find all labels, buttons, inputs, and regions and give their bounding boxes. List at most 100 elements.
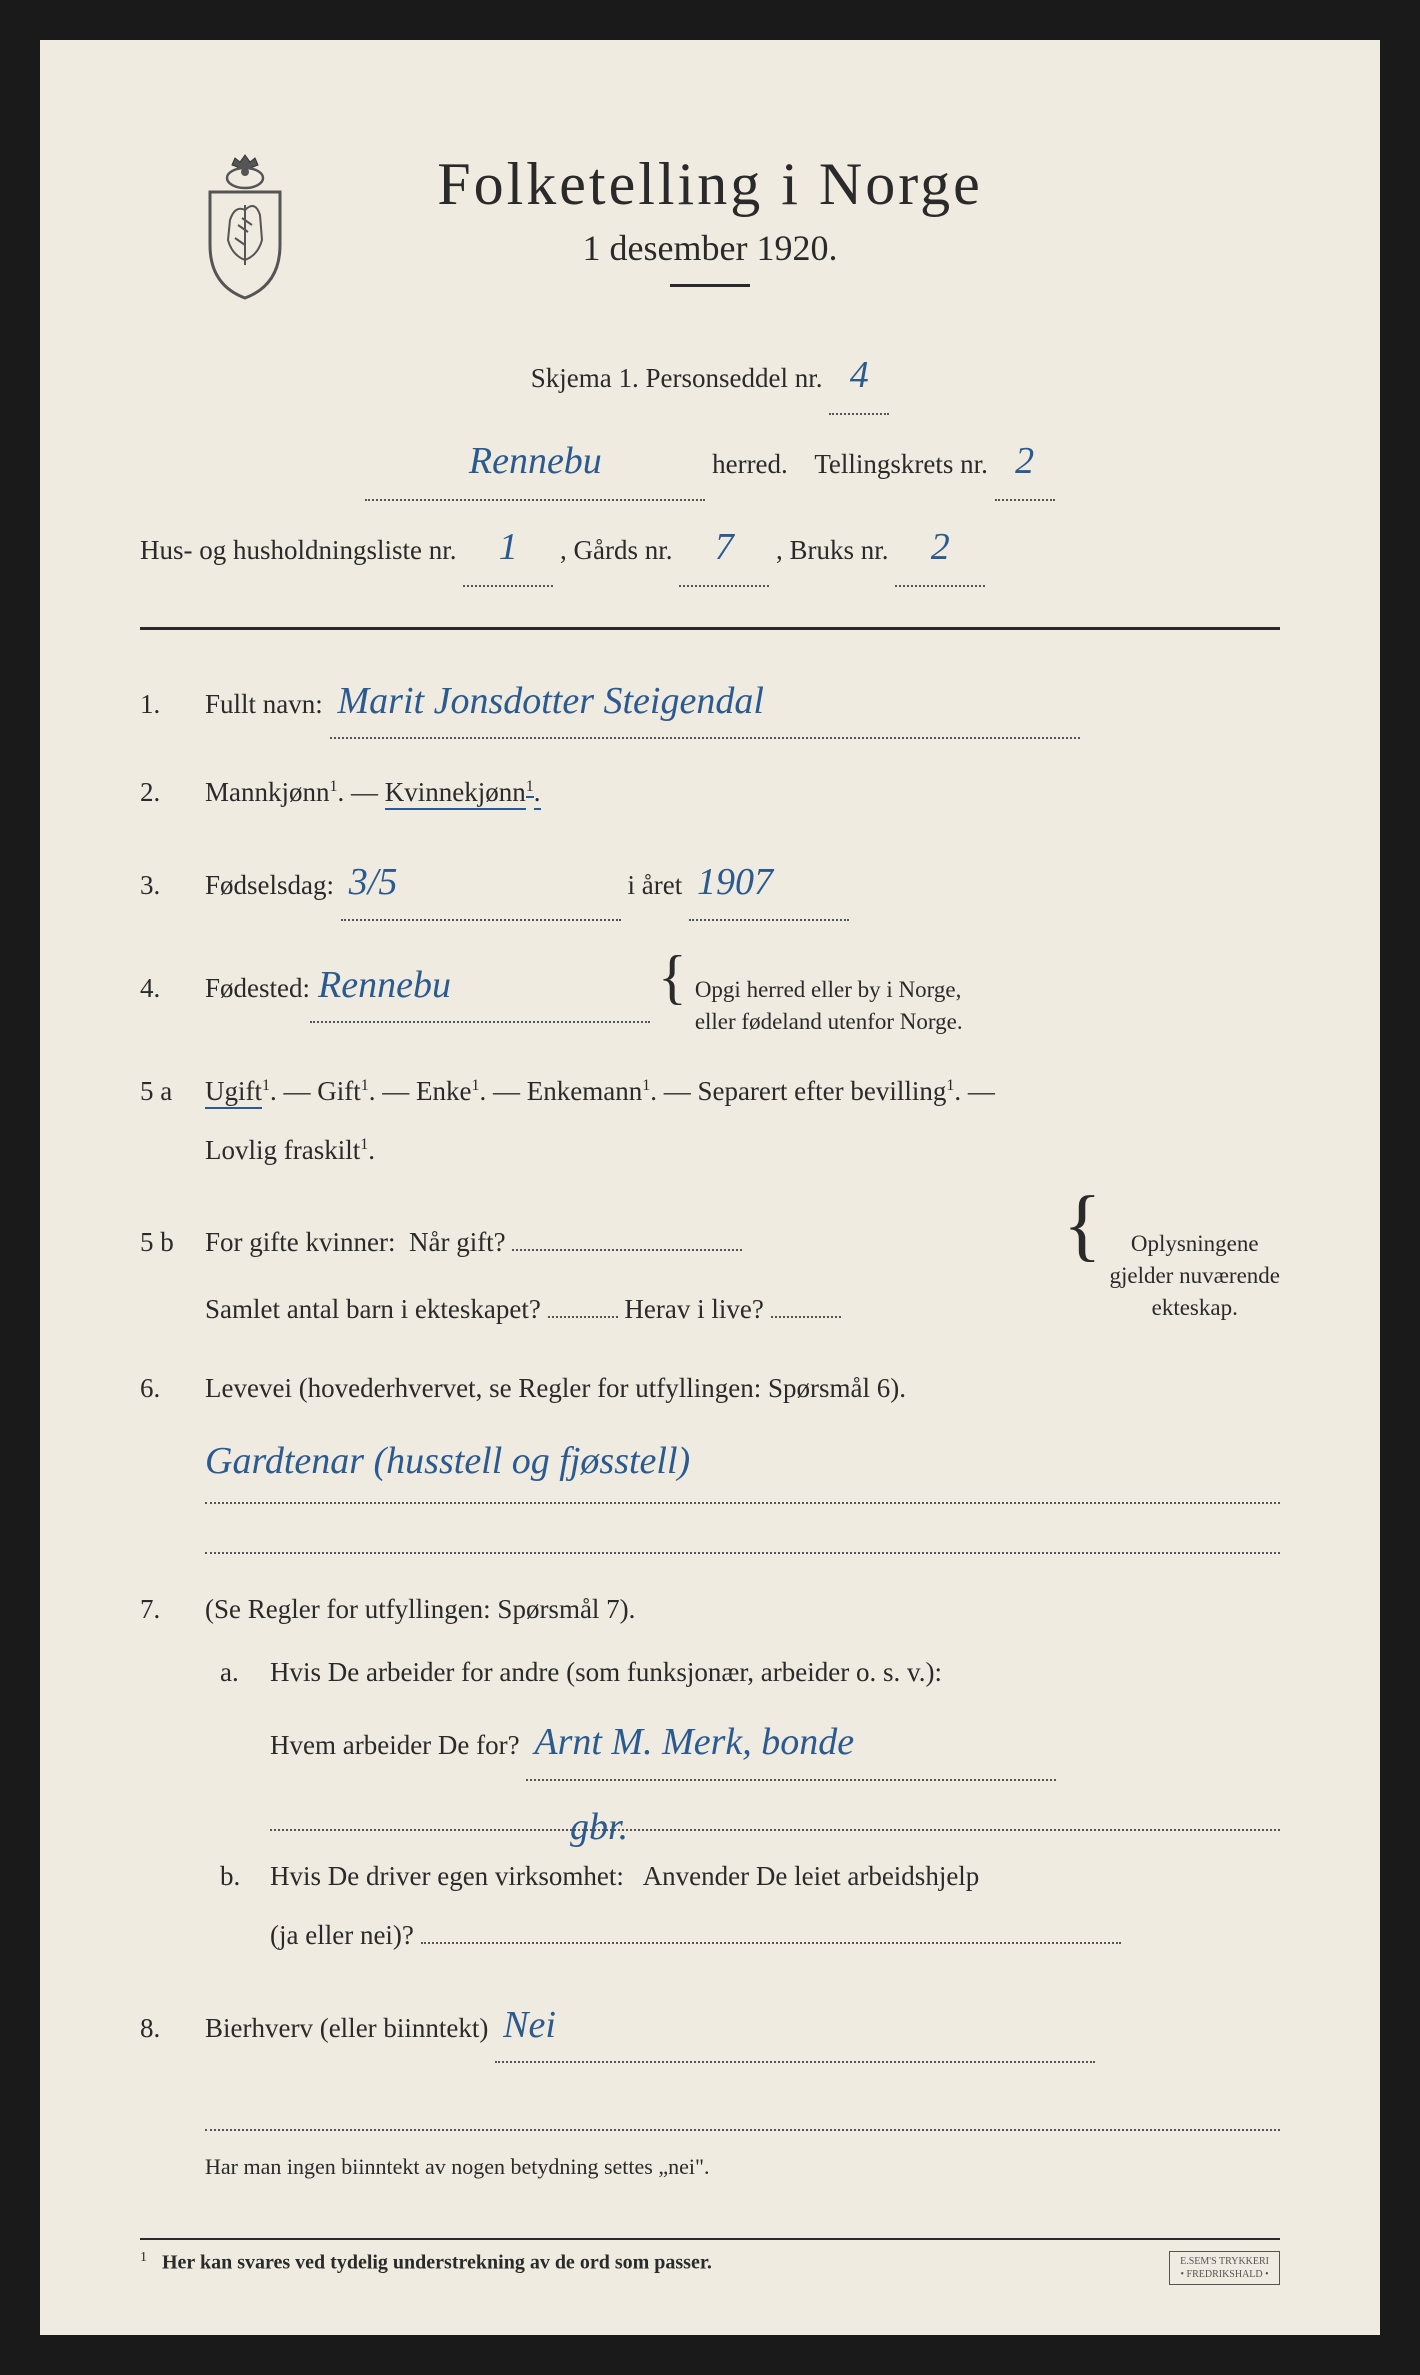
q8-helper: Har man ingen biinntekt av nogen betydni… xyxy=(205,2146,1280,2188)
q5b-note3: ekteskap. xyxy=(1152,1295,1238,1320)
footnote-marker: 1 xyxy=(140,2250,147,2265)
q3-date: 3/5 xyxy=(341,846,621,920)
questions-section: 1. Fullt navn: Marit Jonsdotter Steigend… xyxy=(140,665,1280,2188)
q3-year: 1907 xyxy=(689,846,849,920)
q4-num: 4. xyxy=(140,963,205,1014)
q8-value: Nei xyxy=(495,1989,1095,2063)
q2-body: Mannkjønn1. — Kvinnekjønn1. xyxy=(205,767,1280,818)
q6-label: Levevei (hovederhvervet, se Regler for u… xyxy=(205,1363,1280,1414)
q7b-label2: Anvender De leiet arbeidshjelp xyxy=(643,1861,980,1891)
q8-num: 8. xyxy=(140,2003,205,2054)
q1-value: Marit Jonsdotter Steigendal xyxy=(330,665,1080,739)
q2-period: . xyxy=(534,777,541,810)
q5a-enkemann: Enkemann xyxy=(527,1076,642,1106)
meta-line-3: Hus- og husholdningsliste nr. 1 , Gårds … xyxy=(140,509,1280,587)
q1-body: Fullt navn: Marit Jonsdotter Steigendal xyxy=(205,665,1280,739)
q5b-nar-gift: Når gift? xyxy=(409,1227,506,1257)
footnote: 1 Her kan svares ved tydelig understrekn… xyxy=(140,2238,1280,2275)
q7a-value2: gbr. xyxy=(290,1806,628,1848)
q6-num: 6. xyxy=(140,1363,205,1414)
q7b-value xyxy=(421,1942,1121,1944)
q4-label: Fødested: xyxy=(205,963,310,1014)
census-form-page: Folketelling i Norge 1 desember 1920. Sk… xyxy=(40,40,1380,2335)
q4-note1: Opgi herred eller by i Norge, xyxy=(695,977,962,1002)
q6-value: Gardtenar (husstell og fjøsstell) xyxy=(205,1425,1280,1504)
q7b-label1: Hvis De driver egen virksomhet: xyxy=(270,1861,624,1891)
q8-body: Bierhverv (eller biinntekt) Nei xyxy=(205,1989,1280,2063)
q6-blank-line xyxy=(205,1514,1280,1554)
q5b-label: For gifte kvinner: xyxy=(205,1227,395,1257)
q5b-note2: gjelder nuværende xyxy=(1109,1263,1280,1288)
printer-stamp: E.SEM'S TRYKKERI • FREDRIKSHALD • xyxy=(1169,2251,1280,2285)
q2-num: 2. xyxy=(140,767,205,818)
bruks-nr: 2 xyxy=(895,509,985,587)
q7b-num: b. xyxy=(205,1851,270,1902)
q3-label: Fødselsdag: xyxy=(205,870,334,900)
q3-body: Fødselsdag: 3/5 i året 1907 xyxy=(205,846,1280,920)
q5a-num: 5 a xyxy=(140,1066,205,1117)
q7-row: 7. (Se Regler for utfyllingen: Spørsmål … xyxy=(140,1584,1280,1635)
gards-nr: 7 xyxy=(679,509,769,587)
q5b-body: For gifte kvinner: Når gift? Samlet anta… xyxy=(205,1205,1280,1336)
q8-blank-line xyxy=(205,2091,1280,2131)
q6-row: 6. Levevei (hovederhvervet, se Regler fo… xyxy=(140,1363,1280,1414)
q3-num: 3. xyxy=(140,860,205,911)
q5a-gift: Gift xyxy=(317,1076,361,1106)
brace-icon: { xyxy=(1055,1205,1109,1245)
q5a-body: Ugift1. — Gift1. — Enke1. — Enkemann1. —… xyxy=(205,1066,1280,1117)
gards-label: , Gårds nr. xyxy=(560,535,672,565)
q7a-value: Arnt M. Merk, bonde xyxy=(526,1706,1056,1780)
q5a-row: 5 a Ugift1. — Gift1. — Enke1. — Enkemann… xyxy=(140,1066,1280,1117)
norwegian-crest-icon xyxy=(190,150,300,300)
q7a-row: a. Hvis De arbeider for andre (som funks… xyxy=(140,1647,1280,1698)
husliste-label: Hus- og husholdningsliste nr. xyxy=(140,535,457,565)
q5b-num: 5 b xyxy=(140,1217,205,1268)
tellingskrets-label: Tellingskrets nr. xyxy=(814,449,988,479)
section-divider xyxy=(140,627,1280,630)
q5a-row2: Lovlig fraskilt1. xyxy=(140,1125,1280,1176)
q7a-row2: Hvem arbeider De for? Arnt M. Merk, bond… xyxy=(140,1706,1280,1780)
tellingskrets-nr: 2 xyxy=(995,423,1055,501)
q5a-body2: Lovlig fraskilt1. xyxy=(205,1125,1280,1176)
q8-label: Bierhverv (eller biinntekt) xyxy=(205,2013,488,2043)
q8-row: 8. Bierhverv (eller biinntekt) Nei xyxy=(140,1989,1280,2063)
q7b-row: b. Hvis De driver egen virksomhet: Anven… xyxy=(140,1851,1280,1902)
stamp-line2: • FREDRIKSHALD • xyxy=(1181,2269,1269,2280)
q4-value: Rennebu xyxy=(310,949,650,1023)
meta-section: Skjema 1. Personseddel nr. 4 Rennebu her… xyxy=(140,337,1280,587)
skjema-label: Skjema 1. Personseddel nr. xyxy=(531,363,823,393)
q5a-separert: Separert efter bevilling xyxy=(697,1076,946,1106)
q3-row: 3. Fødselsdag: 3/5 i året 1907 xyxy=(140,846,1280,920)
header: Folketelling i Norge 1 desember 1920. xyxy=(140,150,1280,287)
q1-row: 1. Fullt navn: Marit Jonsdotter Steigend… xyxy=(140,665,1280,739)
q4-note: Opgi herred eller by i Norge, eller føde… xyxy=(695,974,963,1038)
q2-row: 2. Mannkjønn1. — Kvinnekjønn1. xyxy=(140,767,1280,818)
q7b-body2: (ja eller nei)? xyxy=(270,1910,1280,1961)
q5b-nar-gift-value xyxy=(512,1249,742,1251)
q5b-row: 5 b For gifte kvinner: Når gift? Samlet … xyxy=(140,1205,1280,1336)
q2-mann: Mannkjønn xyxy=(205,777,330,807)
q5b-herav-label: Herav i live? xyxy=(624,1294,763,1324)
herred-value: Rennebu xyxy=(365,423,705,501)
husliste-nr: 1 xyxy=(463,509,553,587)
q4-body: Fødested: Rennebu { Opgi herred eller by… xyxy=(205,949,1280,1038)
q2-kvinne: Kvinnekjønn xyxy=(385,777,526,810)
meta-line-1: Skjema 1. Personseddel nr. 4 xyxy=(140,337,1280,415)
q5b-barn-value xyxy=(548,1316,618,1318)
q1-num: 1. xyxy=(140,679,205,730)
stamp-line1: E.SEM'S TRYKKERI xyxy=(1180,2256,1269,2267)
q7a-label1: Hvis De arbeider for andre (som funksjon… xyxy=(270,1647,1280,1698)
q1-label: Fullt navn: xyxy=(205,689,323,719)
q5b-note1: Oplysningene xyxy=(1131,1231,1259,1256)
q3-year-label: i året xyxy=(628,870,683,900)
q5b-herav-value xyxy=(771,1316,841,1318)
q5a-ugift: Ugift xyxy=(205,1076,262,1109)
q5b-barn-label: Samlet antal barn i ekteskapet? xyxy=(205,1294,541,1324)
q4-row: 4. Fødested: Rennebu { Opgi herred eller… xyxy=(140,949,1280,1038)
q7b-body: Hvis De driver egen virksomhet: Anvender… xyxy=(270,1851,1280,1902)
q7b-label3: (ja eller nei)? xyxy=(270,1920,414,1950)
brace-icon: { xyxy=(650,962,695,992)
q2-dash: — xyxy=(351,777,385,807)
q7a-body2: Hvem arbeider De for? Arnt M. Merk, bond… xyxy=(270,1706,1280,1780)
q7b-row2: (ja eller nei)? xyxy=(140,1910,1280,1961)
